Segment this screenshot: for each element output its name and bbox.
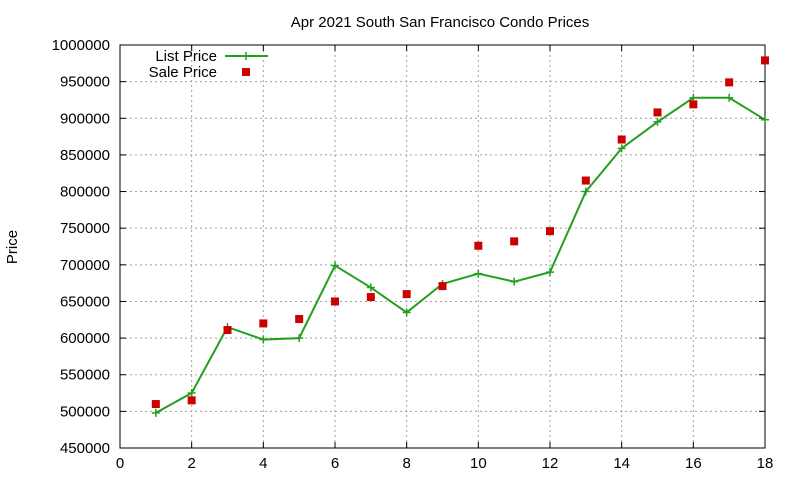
list-price-point [366,283,375,292]
x-tick-label: 18 [757,455,774,472]
list-price-point [653,117,662,126]
y-tick-label: 800000 [60,184,110,201]
list-price-point [761,115,769,124]
x-tick-label: 10 [470,455,487,472]
y-tick-label: 850000 [60,147,110,164]
list-price-point [581,187,590,196]
series-layer [151,56,769,417]
y-tick-label: 500000 [60,403,110,420]
list-price-point [187,389,196,398]
list-price-point [295,334,304,343]
y-tick-label: 750000 [60,220,110,237]
y-tick-label: 1000000 [52,37,110,54]
y-tick-label: 600000 [60,330,110,347]
list-price-point [474,269,483,278]
list-price-point [151,408,160,417]
sale-price-point [546,227,554,236]
y-tick-label: 900000 [60,110,110,127]
sale-price-point [259,319,268,328]
legend-marker-list-price [242,52,250,60]
y-tick-label: 550000 [60,367,110,384]
sale-price-point [223,326,232,335]
legend-label-list-price: List Price [155,48,217,65]
list-price-point [510,277,519,286]
sale-price-point [366,293,375,302]
sale-price-point [689,100,698,109]
sale-price-point [761,56,769,65]
x-tick-label: 8 [402,455,410,472]
legend: List Price Sale Price [149,48,268,81]
legend-label-sale-price: Sale Price [149,64,217,81]
sale-price-point [510,237,519,246]
list-price-line [155,96,766,414]
list-price-point [259,335,268,344]
x-tick-label: 12 [542,455,559,472]
legend-marker-sale-price [242,68,250,76]
list-price-point [546,268,554,277]
y-tick-label: 650000 [60,293,110,310]
sale-price-point [581,176,590,185]
x-tick-label: 2 [187,455,195,472]
x-tick-label: 14 [613,455,630,472]
sale-price-point [295,315,304,324]
list-price-point [725,93,734,102]
sale-price-point [474,241,483,250]
list-price-point [331,261,339,270]
sale-price-point [187,396,196,405]
sale-price-point [617,135,626,144]
sale-price-point [151,400,160,409]
ticks [119,44,766,449]
list-price-point [617,144,626,153]
sale-price-point [653,108,662,117]
y-tick-label: 950000 [60,74,110,91]
tick-labels: 0 2 4 6 8 10 12 14 16 18 450000 500000 550000 600000 6… [52,37,774,472]
y-axis-label: Price [4,230,21,264]
chart-title: Apr 2021 South San Francisco Condo Price… [291,14,590,31]
sale-price-point [438,282,447,291]
y-tick-label: 450000 [60,440,110,457]
list-price-point [402,308,411,317]
sale-price-point [331,297,339,306]
x-tick-label: 16 [685,455,702,472]
sale-price-point [402,290,411,299]
x-tick-label: 4 [259,455,267,472]
sale-price-point [725,78,734,87]
x-tick-label: 6 [331,455,339,472]
x-tick-label: 0 [116,455,124,472]
plot-frame [119,44,766,449]
y-tick-label: 700000 [60,257,110,274]
